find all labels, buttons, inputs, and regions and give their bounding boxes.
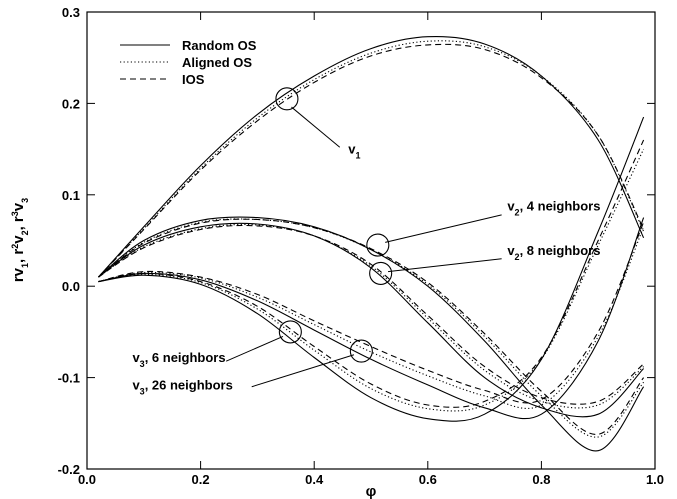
annotation-label-v3-26-neighbors: v3, 26 neighbors — [132, 377, 232, 396]
series-v3-6-neighbors-aligned-os — [98, 148, 645, 412]
series-v1-aligned-os — [97, 40, 645, 278]
series-v3-6-neighbors-random-os — [98, 116, 645, 422]
x-tick-label: 1.0 — [646, 472, 664, 487]
annotation-circle-v2-4-neighbors — [366, 233, 390, 257]
plot-frame — [86, 11, 656, 470]
annotation-line-v3-26-neighbors — [251, 354, 355, 388]
ticks: 0.0 0.2 0.4 0.6 0.8 1.0 -0.2 -0.1 0.0 0.1 0.2 0.3 — [58, 5, 664, 487]
x-tick-label: 0.0 — [78, 472, 96, 487]
series-v2-4-neighbors-random-os — [98, 216, 645, 452]
series-v3-26-neighbors-ios — [98, 221, 645, 404]
legend-label-ios: IOS — [182, 72, 205, 87]
series-v1-random-os — [97, 35, 645, 278]
annotation-circle-v2-8-neighbors — [369, 261, 393, 285]
y-tick-label: -0.2 — [58, 462, 80, 477]
annotation-label-v2-4-neighbors: v2, 4 neighbors — [507, 198, 600, 217]
y-tick-label: 0.0 — [62, 279, 80, 294]
legend: Random OS Aligned OS IOS — [120, 38, 257, 87]
annotation-circle-v3-6-neighbors — [278, 320, 302, 344]
y-tick-label: 0.2 — [62, 96, 80, 111]
x-tick-label: 0.2 — [192, 472, 210, 487]
x-tick-label: 0.6 — [419, 472, 437, 487]
annotation-line-v2-4-neighbors — [385, 214, 502, 243]
x-tick-label: 0.8 — [532, 472, 550, 487]
legend-label-random-os: Random OS — [182, 38, 257, 53]
series-v3-26-neighbors-random-os — [98, 217, 645, 420]
annotations: v1 v2, 4 neighbors v2, 8 neighbors v3, 6 ne… — [132, 87, 600, 396]
y-axis-title: rv1, r2v2, r3v3 — [10, 198, 30, 282]
y-tick-label: -0.1 — [58, 371, 80, 386]
series-v3-26-neighbors-aligned-os — [98, 226, 645, 409]
series-v2-8-neighbors-ios — [98, 224, 644, 405]
annotation-label-v3-6-neighbors: v3, 6 neighbors — [132, 350, 225, 369]
annotation-line-v2-8-neighbors — [387, 258, 502, 273]
annotation-line-v3-6-neighbors — [225, 336, 284, 362]
series-layer — [97, 35, 645, 452]
annotation-circle-v3-26-neighbors — [349, 339, 373, 363]
legend-label-aligned-os: Aligned OS — [182, 55, 252, 70]
y-tick-label: 0.3 — [62, 5, 80, 20]
x-tick-label: 0.4 — [305, 472, 324, 487]
series-v1-ios — [97, 43, 645, 278]
x-axis-title: φ — [366, 483, 377, 499]
annotation-circle-v1 — [275, 87, 299, 111]
annotation-label-v1: v1 — [348, 142, 360, 161]
series-v2-8-neighbors-random-os — [98, 222, 644, 418]
annotation-line-v1 — [291, 106, 341, 148]
y-tick-label: 0.1 — [62, 188, 80, 203]
annotation-label-v2-8-neighbors: v2, 8 neighbors — [507, 243, 600, 262]
